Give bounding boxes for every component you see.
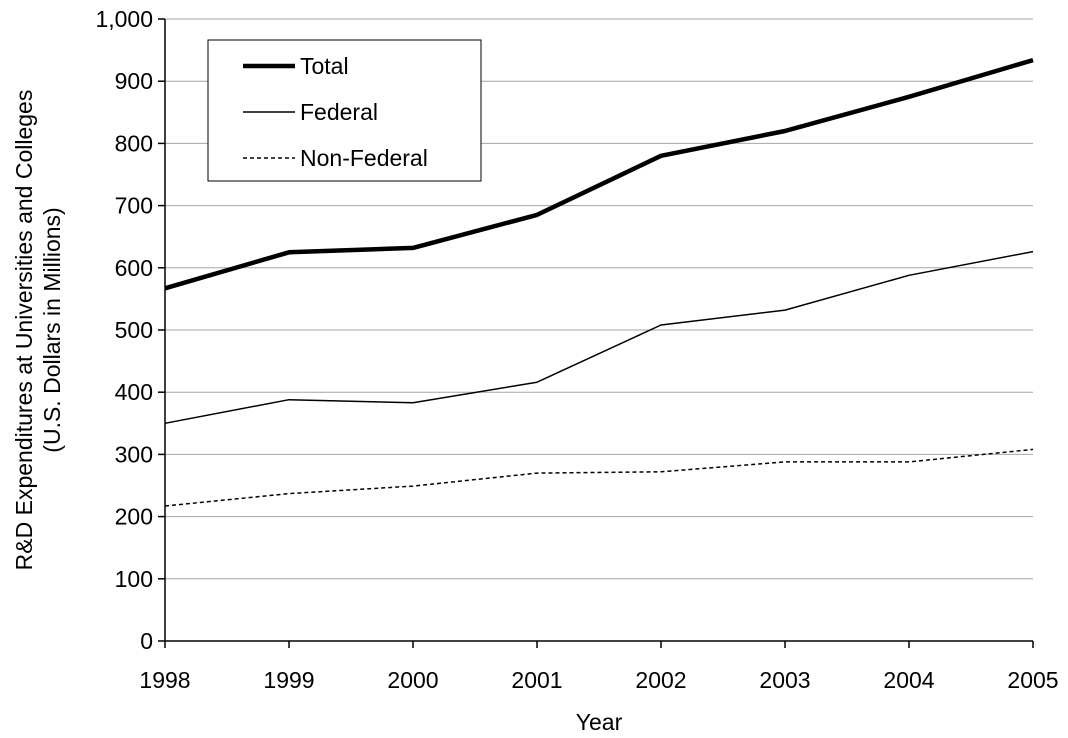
y-tick-label: 900 <box>115 68 153 94</box>
y-tick-label: 700 <box>115 193 153 219</box>
x-tick-label: 1998 <box>139 667 190 693</box>
legend: Total Federal Non-Federal <box>207 39 482 182</box>
y-tick-label: 300 <box>115 441 153 467</box>
x-tick-label: 2003 <box>759 667 810 693</box>
y-tick-label: 800 <box>115 130 153 156</box>
series-line-non-federal <box>164 448 1034 507</box>
y-tick-label: 200 <box>115 504 153 530</box>
x-axis-label: Year <box>576 709 623 735</box>
x-tick-label: 2000 <box>387 667 438 693</box>
y-tick-label: 600 <box>115 255 153 281</box>
y-axis-label-line1: R&D Expenditures at Universities and Col… <box>11 90 37 571</box>
y-tick-label: 100 <box>115 566 153 592</box>
y-axis-ticks: 0 100 200 300 400 500 600 700 800 900 1,000 <box>95 6 165 654</box>
legend-label: Non-Federal <box>300 145 428 171</box>
series-lines <box>164 57 1034 507</box>
x-tick-label: 1999 <box>263 667 314 693</box>
legend-label: Total <box>300 53 349 79</box>
x-axis-ticks: 1998 1999 2000 2001 2002 2003 2004 2005 <box>139 641 1059 693</box>
x-tick-label: 2004 <box>883 667 934 693</box>
y-tick-label: 400 <box>115 379 153 405</box>
y-tick-label: 1,000 <box>95 6 153 32</box>
legend-label: Federal <box>300 99 378 125</box>
x-tick-label: 2002 <box>635 667 686 693</box>
x-tick-label: 2005 <box>1007 667 1058 693</box>
series-line-federal <box>164 250 1034 425</box>
y-axis-label-line2: (U.S. Dollars in Millions) <box>39 207 65 452</box>
series-line-total <box>164 57 1034 291</box>
y-tick-label: 0 <box>140 628 153 654</box>
x-tick-label: 2001 <box>511 667 562 693</box>
gridlines <box>165 18 1033 580</box>
y-tick-label: 500 <box>115 317 153 343</box>
